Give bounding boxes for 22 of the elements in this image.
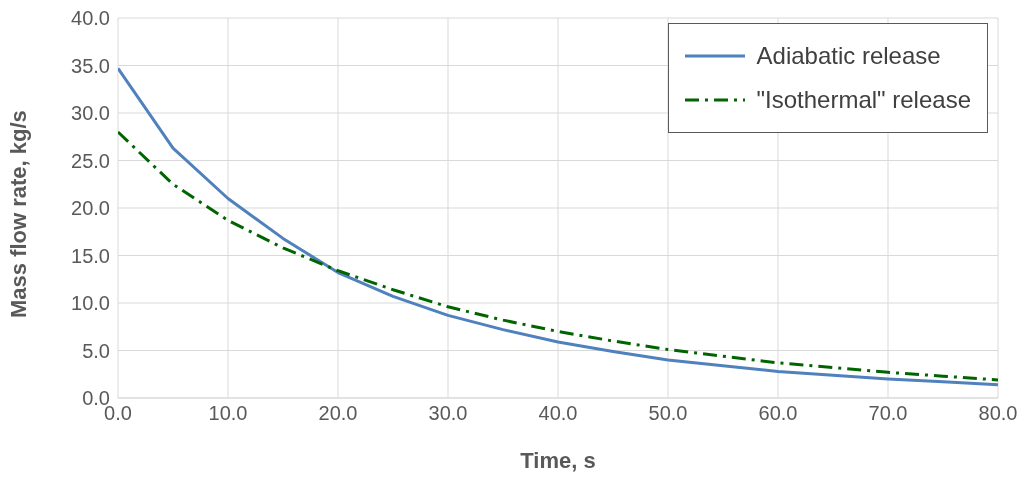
line-series xyxy=(118,130,998,382)
y-tick-label: 35.0 xyxy=(71,54,110,77)
line-series xyxy=(118,66,998,387)
x-tick-label: 10.0 xyxy=(208,402,248,425)
x-tick-label: 40.0 xyxy=(538,402,578,425)
y-tick-label: 5.0 xyxy=(82,339,110,362)
x-tick-label: 80.0 xyxy=(978,402,1018,425)
y-axis-title: Mass flow rate, kg/s xyxy=(5,110,31,318)
legend-label: Adiabatic release xyxy=(756,42,941,70)
y-tick-label: 25.0 xyxy=(71,149,110,172)
y-tick-label: 15.0 xyxy=(71,244,110,267)
y-tick-label: 30.0 xyxy=(71,102,110,125)
y-tick-label: 10.0 xyxy=(71,292,110,315)
x-tick-label: 20.0 xyxy=(318,402,358,425)
x-axis-title: Time, s xyxy=(520,448,596,473)
y-tick-label: 40.0 xyxy=(71,7,110,30)
y-tick-label: 20.0 xyxy=(71,197,110,220)
x-tick-label: 70.0 xyxy=(868,402,908,425)
x-tick-label: 50.0 xyxy=(648,402,688,425)
x-tick-label: 30.0 xyxy=(428,402,468,425)
legend-label: "Isothermal" release xyxy=(756,86,971,114)
x-tick-label: 60.0 xyxy=(758,402,798,425)
